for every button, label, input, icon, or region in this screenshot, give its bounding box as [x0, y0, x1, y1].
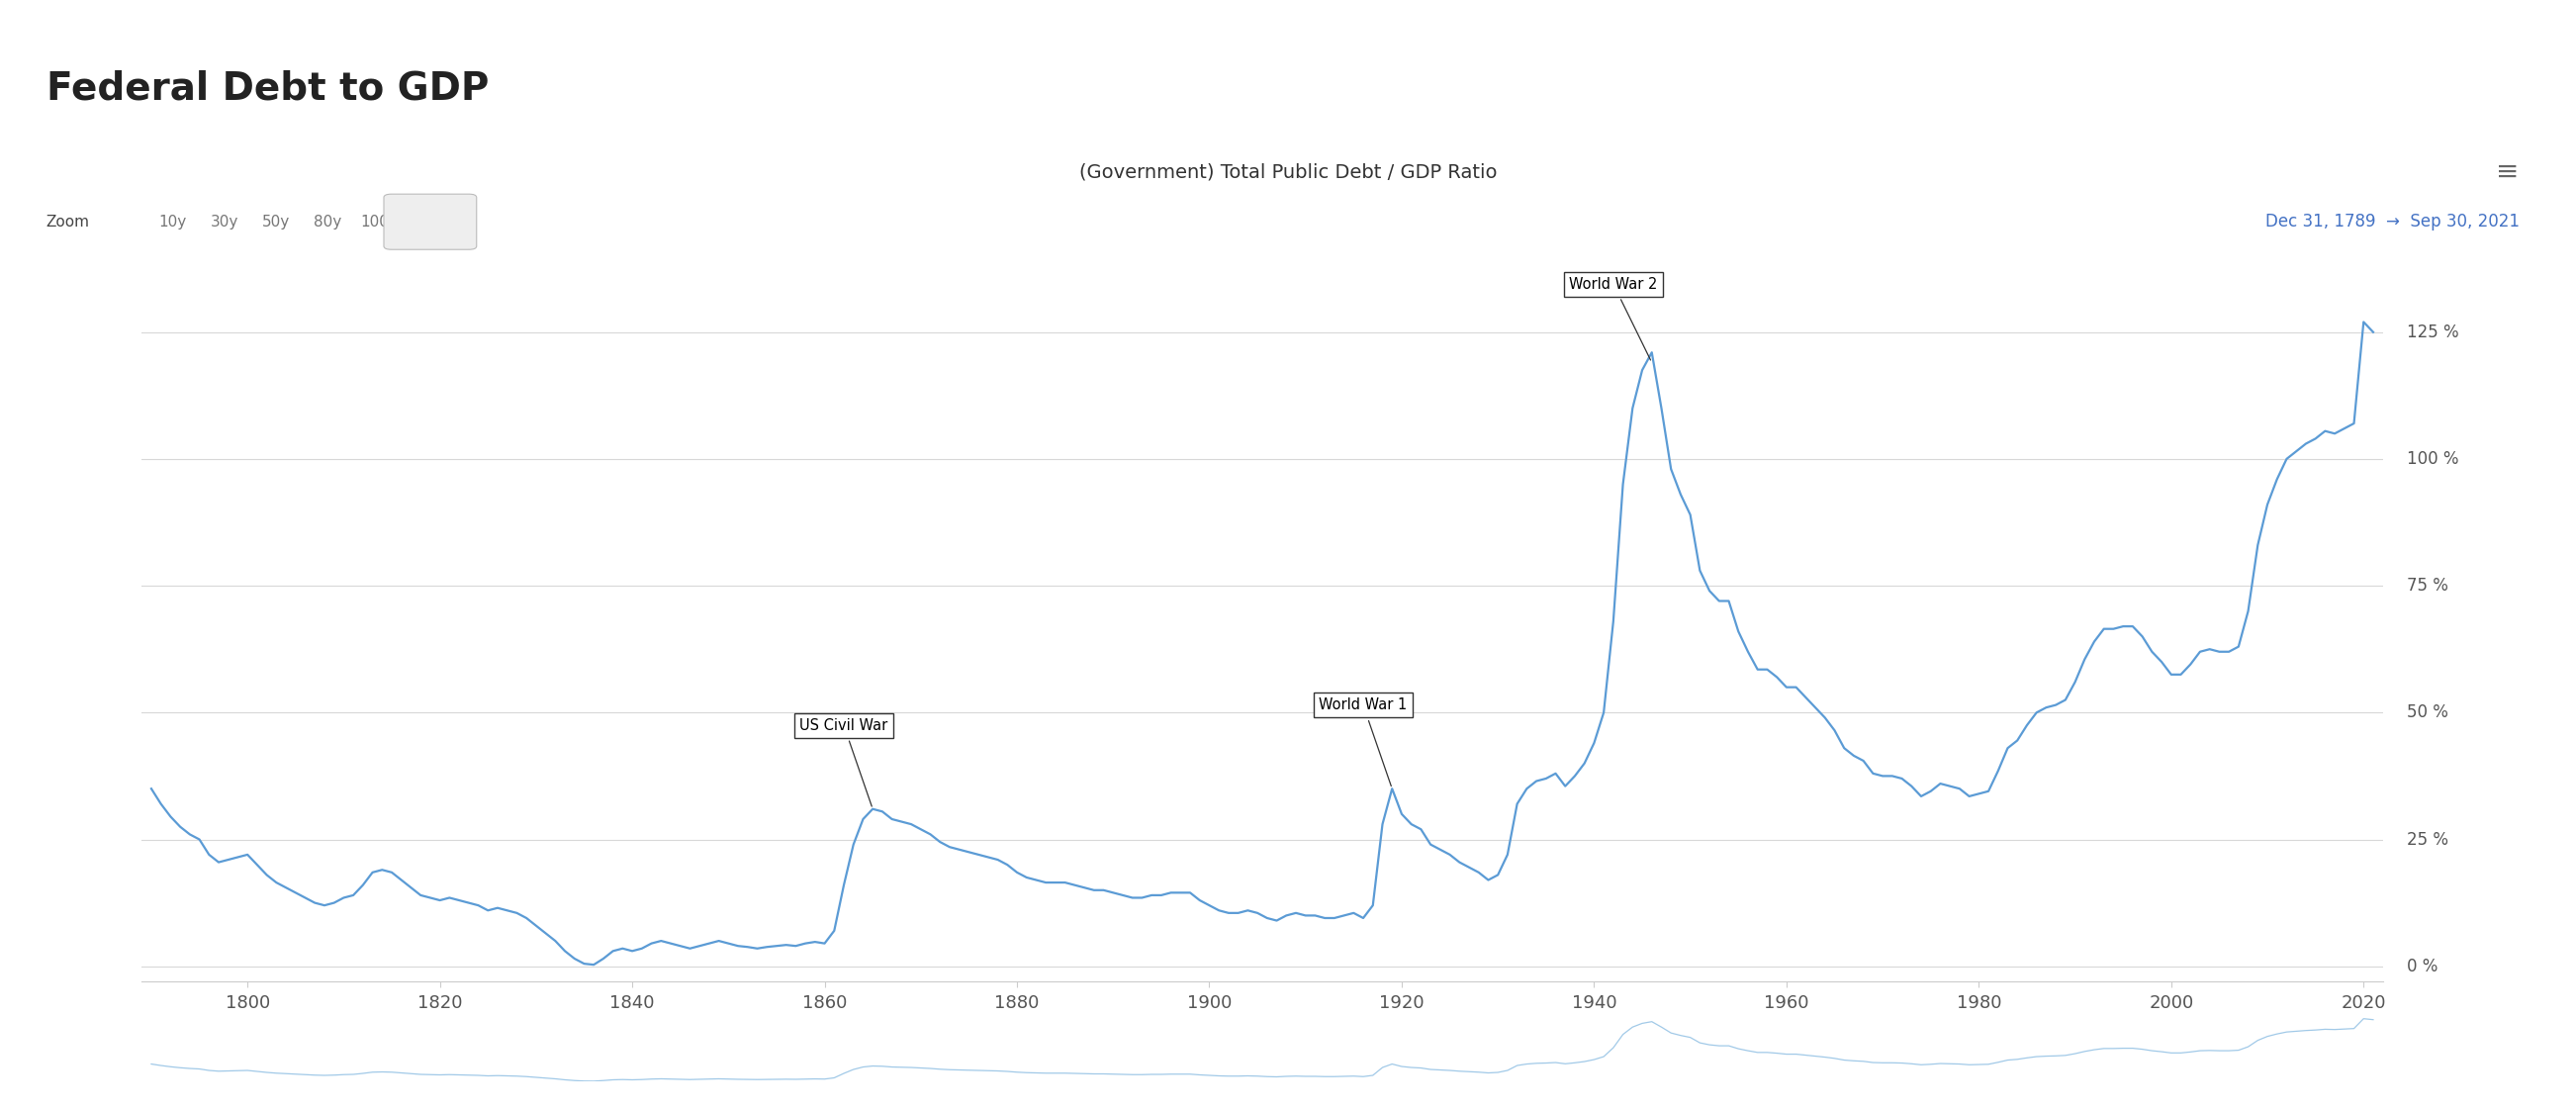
- Text: World War 1: World War 1: [1319, 698, 1406, 786]
- Text: (Government) Total Public Debt / GDP Ratio: (Government) Total Public Debt / GDP Rat…: [1079, 163, 1497, 181]
- Text: 50 %: 50 %: [2406, 704, 2447, 722]
- Text: Federal Debt to GDP: Federal Debt to GDP: [46, 70, 489, 108]
- Text: All: All: [420, 214, 440, 230]
- Text: 100y: 100y: [361, 214, 397, 230]
- Text: 0 %: 0 %: [2406, 957, 2437, 975]
- Text: ≡: ≡: [2496, 159, 2519, 185]
- Text: 80y: 80y: [314, 214, 340, 230]
- Text: 100 %: 100 %: [2406, 450, 2458, 468]
- Text: 125 %: 125 %: [2406, 323, 2460, 340]
- Text: 25 %: 25 %: [2406, 831, 2447, 848]
- Text: 50y: 50y: [263, 214, 289, 230]
- Text: Dec 31, 1789  →  Sep 30, 2021: Dec 31, 1789 → Sep 30, 2021: [2264, 213, 2519, 231]
- Text: Zoom: Zoom: [46, 214, 90, 230]
- Text: 75 %: 75 %: [2406, 577, 2447, 594]
- Text: World War 2: World War 2: [1569, 276, 1656, 360]
- Text: 30y: 30y: [211, 214, 237, 230]
- Text: US Civil War: US Civil War: [799, 718, 889, 806]
- Text: 10y: 10y: [160, 214, 185, 230]
